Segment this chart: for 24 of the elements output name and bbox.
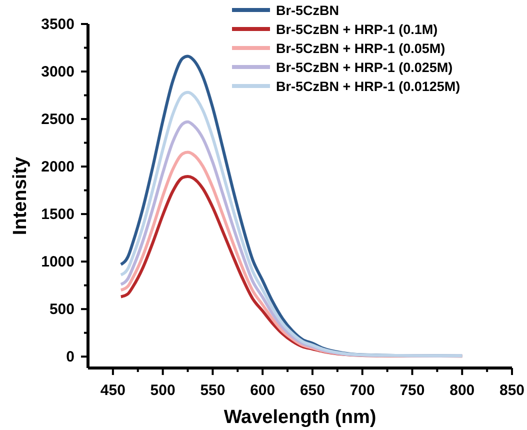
x-tick-label: 450 (100, 382, 126, 399)
legend-label: Br-5CzBN + HRP-1 (0.1M) (276, 22, 438, 37)
x-tick-label: 650 (300, 382, 325, 399)
x-tick-label: 850 (499, 382, 525, 399)
legend-label: Br-5CzBN + HRP-1 (0.025M) (276, 60, 453, 75)
y-tick-label: 2000 (41, 158, 74, 176)
legend-label: Br-5CzBN (276, 3, 340, 18)
y-tick-label: 0 (66, 348, 74, 366)
y-axis-title: Intensity (10, 156, 31, 236)
x-tick-label: 550 (200, 382, 226, 399)
x-tick-label: 750 (400, 382, 425, 399)
x-tick-label: 500 (150, 382, 176, 399)
y-tick-label: 3500 (41, 16, 74, 33)
y-tick-label: 1500 (41, 206, 74, 223)
y-tick-label: 3000 (41, 63, 74, 80)
legend-label: Br-5CzBN + HRP-1 (0.05M) (276, 41, 446, 56)
legend-label: Br-5CzBN + HRP-1 (0.0125M) (276, 79, 460, 94)
y-tick-label: 500 (49, 300, 74, 318)
x-axis-title: Wavelength (nm) (224, 407, 376, 428)
x-tick-label: 700 (350, 382, 375, 399)
y-tick-label: 2500 (41, 110, 74, 128)
x-tick-label: 600 (250, 382, 276, 399)
x-tick-label: 800 (450, 382, 475, 399)
y-tick-label: 1000 (41, 253, 74, 270)
